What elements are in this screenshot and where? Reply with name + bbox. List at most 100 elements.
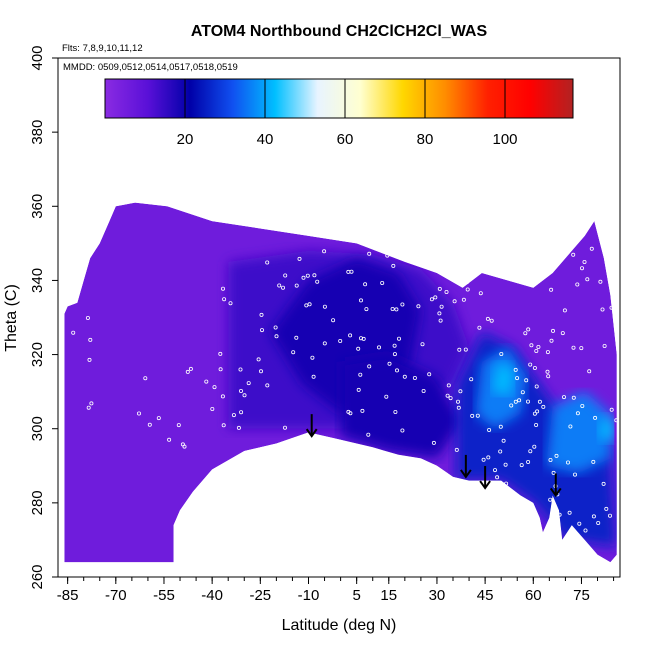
observation-point — [487, 427, 492, 432]
observation-point — [532, 365, 537, 370]
observation-markers — [71, 246, 619, 533]
observation-point — [501, 438, 506, 443]
observation-point — [503, 462, 508, 467]
x-tick-label: 5 — [352, 587, 360, 604]
y-tick-label: 280 — [29, 490, 46, 515]
observation-point — [348, 333, 353, 338]
observation-point — [220, 394, 225, 399]
observation-point — [495, 475, 500, 480]
observation-point — [580, 403, 585, 408]
arrow-marker — [305, 414, 318, 438]
observation-point — [231, 413, 236, 418]
observation-point — [218, 367, 223, 372]
y-tick-label: 400 — [29, 45, 46, 70]
observation-point — [583, 528, 588, 533]
observation-point — [402, 374, 407, 379]
observation-point — [446, 383, 451, 388]
observation-point — [394, 368, 399, 373]
field-region-northern-plume — [546, 391, 611, 474]
observation-point — [598, 279, 603, 284]
observation-point — [346, 269, 351, 274]
observation-point — [465, 287, 470, 292]
flights-note: Flts: 7,8,9,10,11,12 — [62, 43, 143, 54]
observation-point — [499, 351, 504, 356]
y-tick-label: 320 — [29, 342, 46, 367]
observation-point — [315, 279, 320, 284]
observation-point — [549, 338, 554, 343]
observation-point — [322, 249, 327, 254]
observation-point — [312, 273, 317, 278]
observation-point — [427, 372, 432, 377]
observation-point — [571, 395, 576, 400]
observation-point — [551, 328, 556, 333]
observation-point — [509, 403, 514, 408]
x-tick-label: 75 — [573, 587, 590, 604]
observation-point — [463, 347, 468, 352]
observation-point — [88, 337, 93, 342]
observation-point — [546, 374, 551, 379]
colorbar-tick-label: 60 — [337, 131, 354, 148]
observation-point — [469, 377, 474, 382]
observation-point — [412, 375, 417, 380]
observation-point — [394, 307, 399, 312]
observation-point — [356, 387, 361, 392]
observation-point — [528, 362, 533, 367]
dates-note: MMDD: 0509,0512,0514,0517,0518,0519 — [63, 62, 238, 73]
observation-point — [485, 316, 490, 321]
observation-point — [301, 275, 306, 280]
observation-point — [421, 388, 426, 393]
plot-area — [57, 57, 621, 578]
observation-point — [461, 297, 466, 302]
observation-point — [545, 369, 550, 374]
observation-point — [575, 411, 580, 416]
observation-point — [532, 444, 537, 449]
x-tick-label: 30 — [429, 587, 446, 604]
field-region-plume-center — [597, 413, 614, 444]
observation-point — [311, 374, 316, 379]
field-region-tropical-core — [340, 354, 463, 459]
observation-point — [579, 346, 584, 351]
x-axis: -85 -70 -55 -40 -25 -10 5 15 30 45 60 75 — [57, 577, 615, 604]
x-tick-label: 60 — [525, 587, 542, 604]
colorbar-tick-label: 40 — [257, 131, 274, 148]
observation-point — [614, 418, 619, 423]
observation-point — [364, 307, 369, 312]
observation-point — [431, 440, 436, 445]
y-tick-label: 300 — [29, 416, 46, 441]
x-axis-label: Latitude (deg N) — [282, 617, 397, 634]
x-tick-label: -85 — [57, 587, 79, 604]
observation-point — [454, 447, 459, 452]
y-tick-label: 360 — [29, 194, 46, 219]
observation-point — [400, 428, 405, 433]
observation-point — [322, 341, 327, 346]
observation-point — [437, 311, 442, 316]
observation-point — [392, 352, 397, 357]
observation-point — [188, 366, 193, 371]
observation-point — [380, 280, 385, 285]
observation-point — [246, 381, 251, 386]
observation-point — [420, 342, 425, 347]
observation-point — [221, 423, 226, 428]
observation-point — [338, 338, 343, 343]
observation-point — [452, 299, 457, 304]
observation-point — [156, 416, 161, 421]
observation-point — [532, 411, 537, 416]
observation-point — [608, 513, 613, 518]
x-tick-label: 15 — [380, 587, 397, 604]
x-tick-label: -10 — [298, 587, 320, 604]
observation-point — [504, 481, 509, 486]
observation-point — [475, 413, 480, 418]
observation-point — [439, 304, 444, 309]
observation-point — [552, 524, 557, 529]
observation-point — [396, 336, 401, 341]
observation-point — [147, 422, 152, 427]
colorbar-tick-label: 100 — [492, 131, 517, 148]
observation-point — [280, 285, 285, 290]
observation-point — [322, 304, 327, 309]
x-tick-label: -40 — [201, 587, 223, 604]
x-tick-label: -55 — [153, 587, 175, 604]
observation-point — [238, 388, 243, 393]
observation-point — [363, 282, 368, 287]
observation-point — [566, 460, 571, 465]
observation-point — [548, 457, 553, 462]
